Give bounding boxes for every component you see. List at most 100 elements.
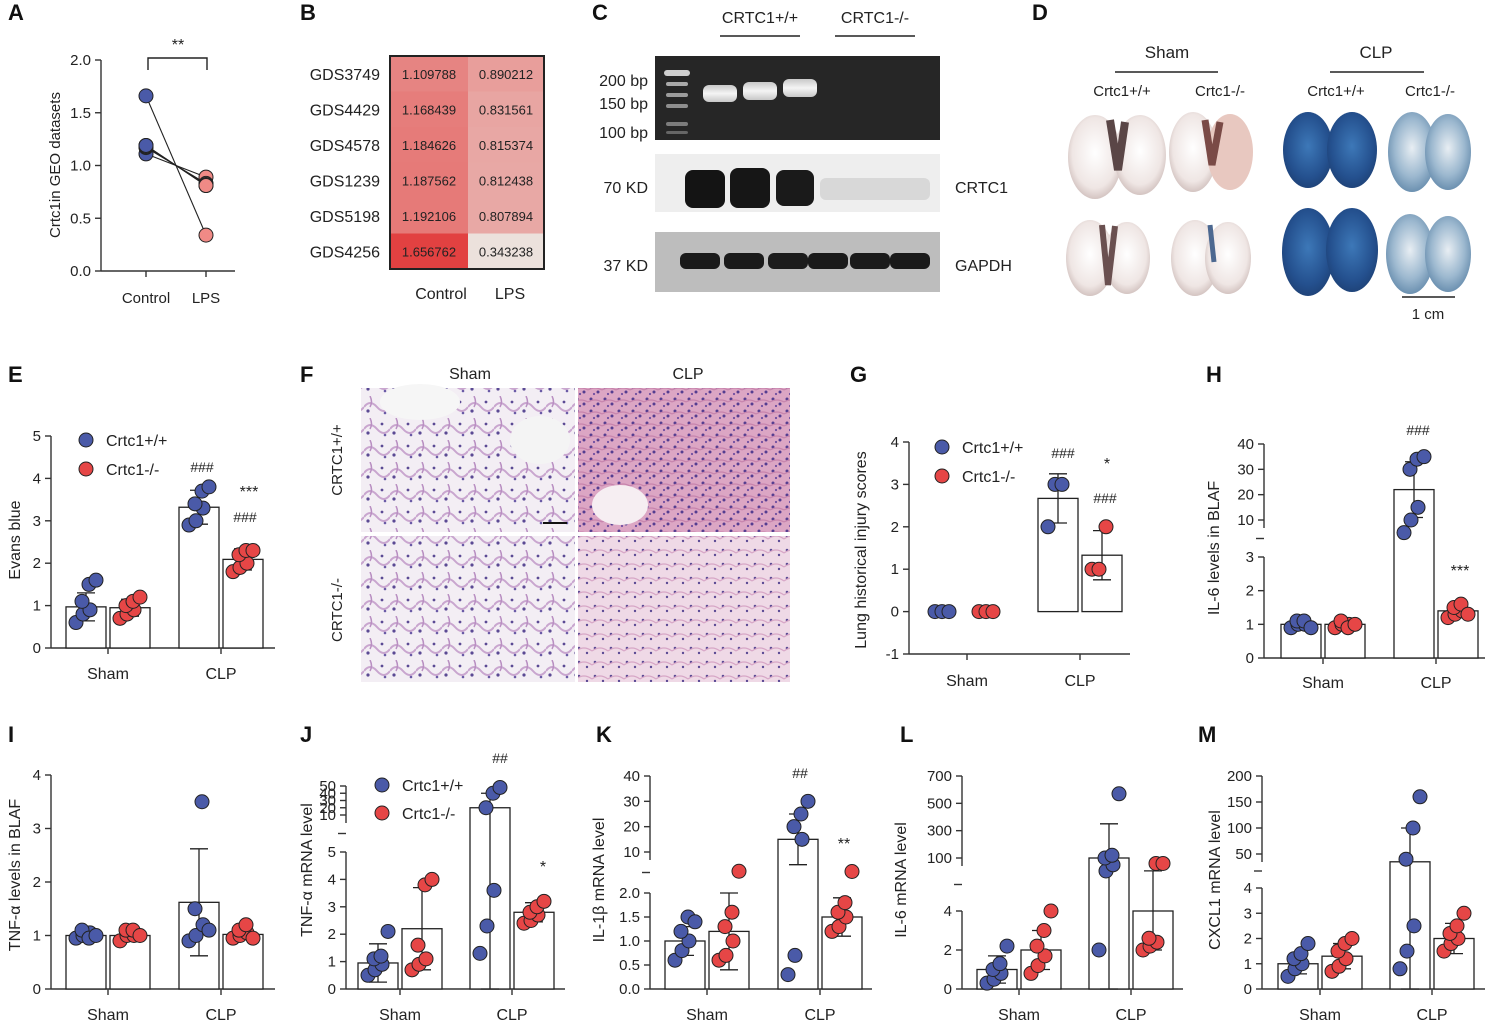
data-point bbox=[941, 604, 957, 620]
data-point bbox=[478, 800, 494, 816]
panel-m-xtick-sham: Sham bbox=[1299, 1007, 1341, 1024]
ytick-label: 0 bbox=[1244, 981, 1252, 998]
data-point bbox=[1037, 948, 1053, 964]
ytick-label: 700 bbox=[927, 768, 952, 785]
lung-sham-ko-1 bbox=[1169, 112, 1253, 192]
ytick-label: 200 bbox=[1227, 768, 1252, 785]
panel-i-xtick-sham: Sham bbox=[87, 1007, 129, 1024]
heatmap-cell bbox=[390, 233, 468, 269]
ytick-label: 300 bbox=[927, 823, 952, 840]
data-point bbox=[238, 917, 254, 933]
ytick-label: 1.0 bbox=[619, 933, 640, 950]
data-point bbox=[718, 947, 734, 963]
panel-j-legend-ko-marker bbox=[374, 805, 390, 821]
heatmap-cell-value: 0.890212 bbox=[479, 67, 533, 82]
crtc1-band-1 bbox=[685, 170, 725, 208]
panel-g-sig-star: * bbox=[1104, 456, 1110, 473]
ytick-label: 100 bbox=[927, 850, 952, 867]
panel-f: Sham CLP CRTC1+/+ CRTC1-/- bbox=[329, 366, 790, 682]
panel-k-xtick-clp: CLP bbox=[804, 1007, 835, 1024]
panel-i-xtick-clp: CLP bbox=[205, 1007, 236, 1024]
ytick-label: 100 bbox=[1227, 820, 1252, 837]
data-point bbox=[1029, 938, 1045, 954]
pcr-ladder bbox=[664, 70, 690, 134]
data-point bbox=[245, 542, 261, 558]
panel-g-legend-wt: Crtc1+/+ bbox=[962, 440, 1023, 457]
panel-j-legend-wt: Crtc1+/+ bbox=[402, 778, 463, 795]
panel-j-xtick-clp: CLP bbox=[496, 1007, 527, 1024]
ytick-label: 50 bbox=[1235, 846, 1252, 863]
kd-70: 70 KD bbox=[604, 180, 648, 197]
ytick-label: 4 bbox=[33, 470, 41, 487]
panel-a-ytick-label: 1.0 bbox=[70, 158, 91, 175]
panel-j-sig-star: * bbox=[540, 859, 546, 876]
panel-b: GDS3749 1.109788 0.890212 GDS4429 1.168439 0.… bbox=[310, 55, 545, 303]
panel-e-legend-ko: Crtc1-/- bbox=[106, 462, 159, 479]
heatmap-cell-value: 1.656762 bbox=[402, 244, 456, 259]
data-point bbox=[188, 513, 204, 529]
data-point bbox=[479, 918, 495, 934]
heatmap-cell bbox=[390, 127, 468, 163]
panel-j-legend-ko: Crtc1-/- bbox=[402, 806, 455, 823]
panel-letter-j: J bbox=[300, 722, 312, 747]
heatmap-cell bbox=[390, 162, 468, 198]
panel-a-point-lps bbox=[198, 178, 214, 194]
panel-a-axes: 0.0 0.5 1.0 1.5 2.0 bbox=[70, 52, 235, 280]
panel-g-sig-hash-ko: ### bbox=[1093, 490, 1117, 506]
ytick-label: 0 bbox=[33, 640, 41, 657]
panel-g-xtick-clp: CLP bbox=[1064, 673, 1095, 690]
data-point bbox=[787, 947, 803, 963]
panel-k-sig-hash: ## bbox=[792, 765, 808, 781]
heatmap-cell-value: 1.109788 bbox=[402, 67, 456, 82]
panel-a-point-lps bbox=[198, 227, 214, 243]
panel-f-row-ko: CRTC1-/- bbox=[329, 578, 346, 642]
ytick-label: 2.0 bbox=[619, 885, 640, 902]
panel-f-col-sham: Sham bbox=[449, 366, 491, 383]
data-point bbox=[793, 806, 809, 822]
panel-l-xtick-clp: CLP bbox=[1115, 1007, 1146, 1024]
gapdh-bands bbox=[680, 253, 930, 269]
panel-h-chart: 0 1 2 3 10 20 30 40 bbox=[1237, 436, 1485, 667]
ytick-label: 2 bbox=[33, 874, 41, 891]
lung-clp-ko-1 bbox=[1388, 112, 1471, 192]
heatmap-cell bbox=[468, 198, 544, 234]
ytick-label: 10 bbox=[623, 844, 640, 861]
heatmap-cell-value: 1.192106 bbox=[402, 209, 456, 224]
panel-letter-i: I bbox=[8, 722, 14, 747]
ytick-label: 0 bbox=[944, 981, 952, 998]
panel-a-marks bbox=[138, 88, 214, 243]
data-point bbox=[245, 930, 261, 946]
data-point bbox=[424, 871, 440, 887]
data-point bbox=[673, 923, 689, 939]
data-point bbox=[780, 967, 796, 983]
panel-b-col-lps: LPS bbox=[495, 286, 525, 303]
heatmap-cell-value: 1.187562 bbox=[402, 173, 456, 188]
ytick-label: 30 bbox=[623, 793, 640, 810]
data-point bbox=[1410, 499, 1426, 515]
ytick-label: 2 bbox=[891, 519, 899, 536]
data-point bbox=[1043, 903, 1059, 919]
data-point bbox=[1398, 851, 1414, 867]
ytick-label: 3 bbox=[1244, 905, 1252, 922]
data-point bbox=[1141, 930, 1157, 946]
ytick-label: 4 bbox=[33, 767, 41, 784]
data-point bbox=[1347, 616, 1363, 632]
ytick-label: -1 bbox=[886, 646, 899, 663]
histology-clp-ko bbox=[578, 536, 790, 682]
panel-letter-c: C bbox=[592, 0, 608, 25]
ladder-100bp: 100 bp bbox=[599, 125, 648, 142]
panel-f-row-wt: CRTC1+/+ bbox=[329, 424, 346, 496]
bar-charts-layer: 012345-101234012310203040012340123451020… bbox=[33, 428, 1485, 998]
panel-a-ylabel: Crtc1in GEO datasets bbox=[47, 92, 64, 238]
heatmap-cell-value: 1.184626 bbox=[402, 138, 456, 153]
panel-e-legend-ko-marker bbox=[78, 461, 94, 477]
alveolar-space bbox=[380, 384, 460, 420]
ytick-label: 1 bbox=[1244, 956, 1252, 973]
ytick-label: 0.0 bbox=[619, 981, 640, 998]
panel-d-scale-label: 1 cm bbox=[1412, 306, 1445, 323]
heatmap-row-label: GDS4256 bbox=[310, 244, 380, 261]
ytick-label: 3 bbox=[1246, 549, 1254, 566]
panel-a-sig-bracket bbox=[147, 57, 208, 70]
